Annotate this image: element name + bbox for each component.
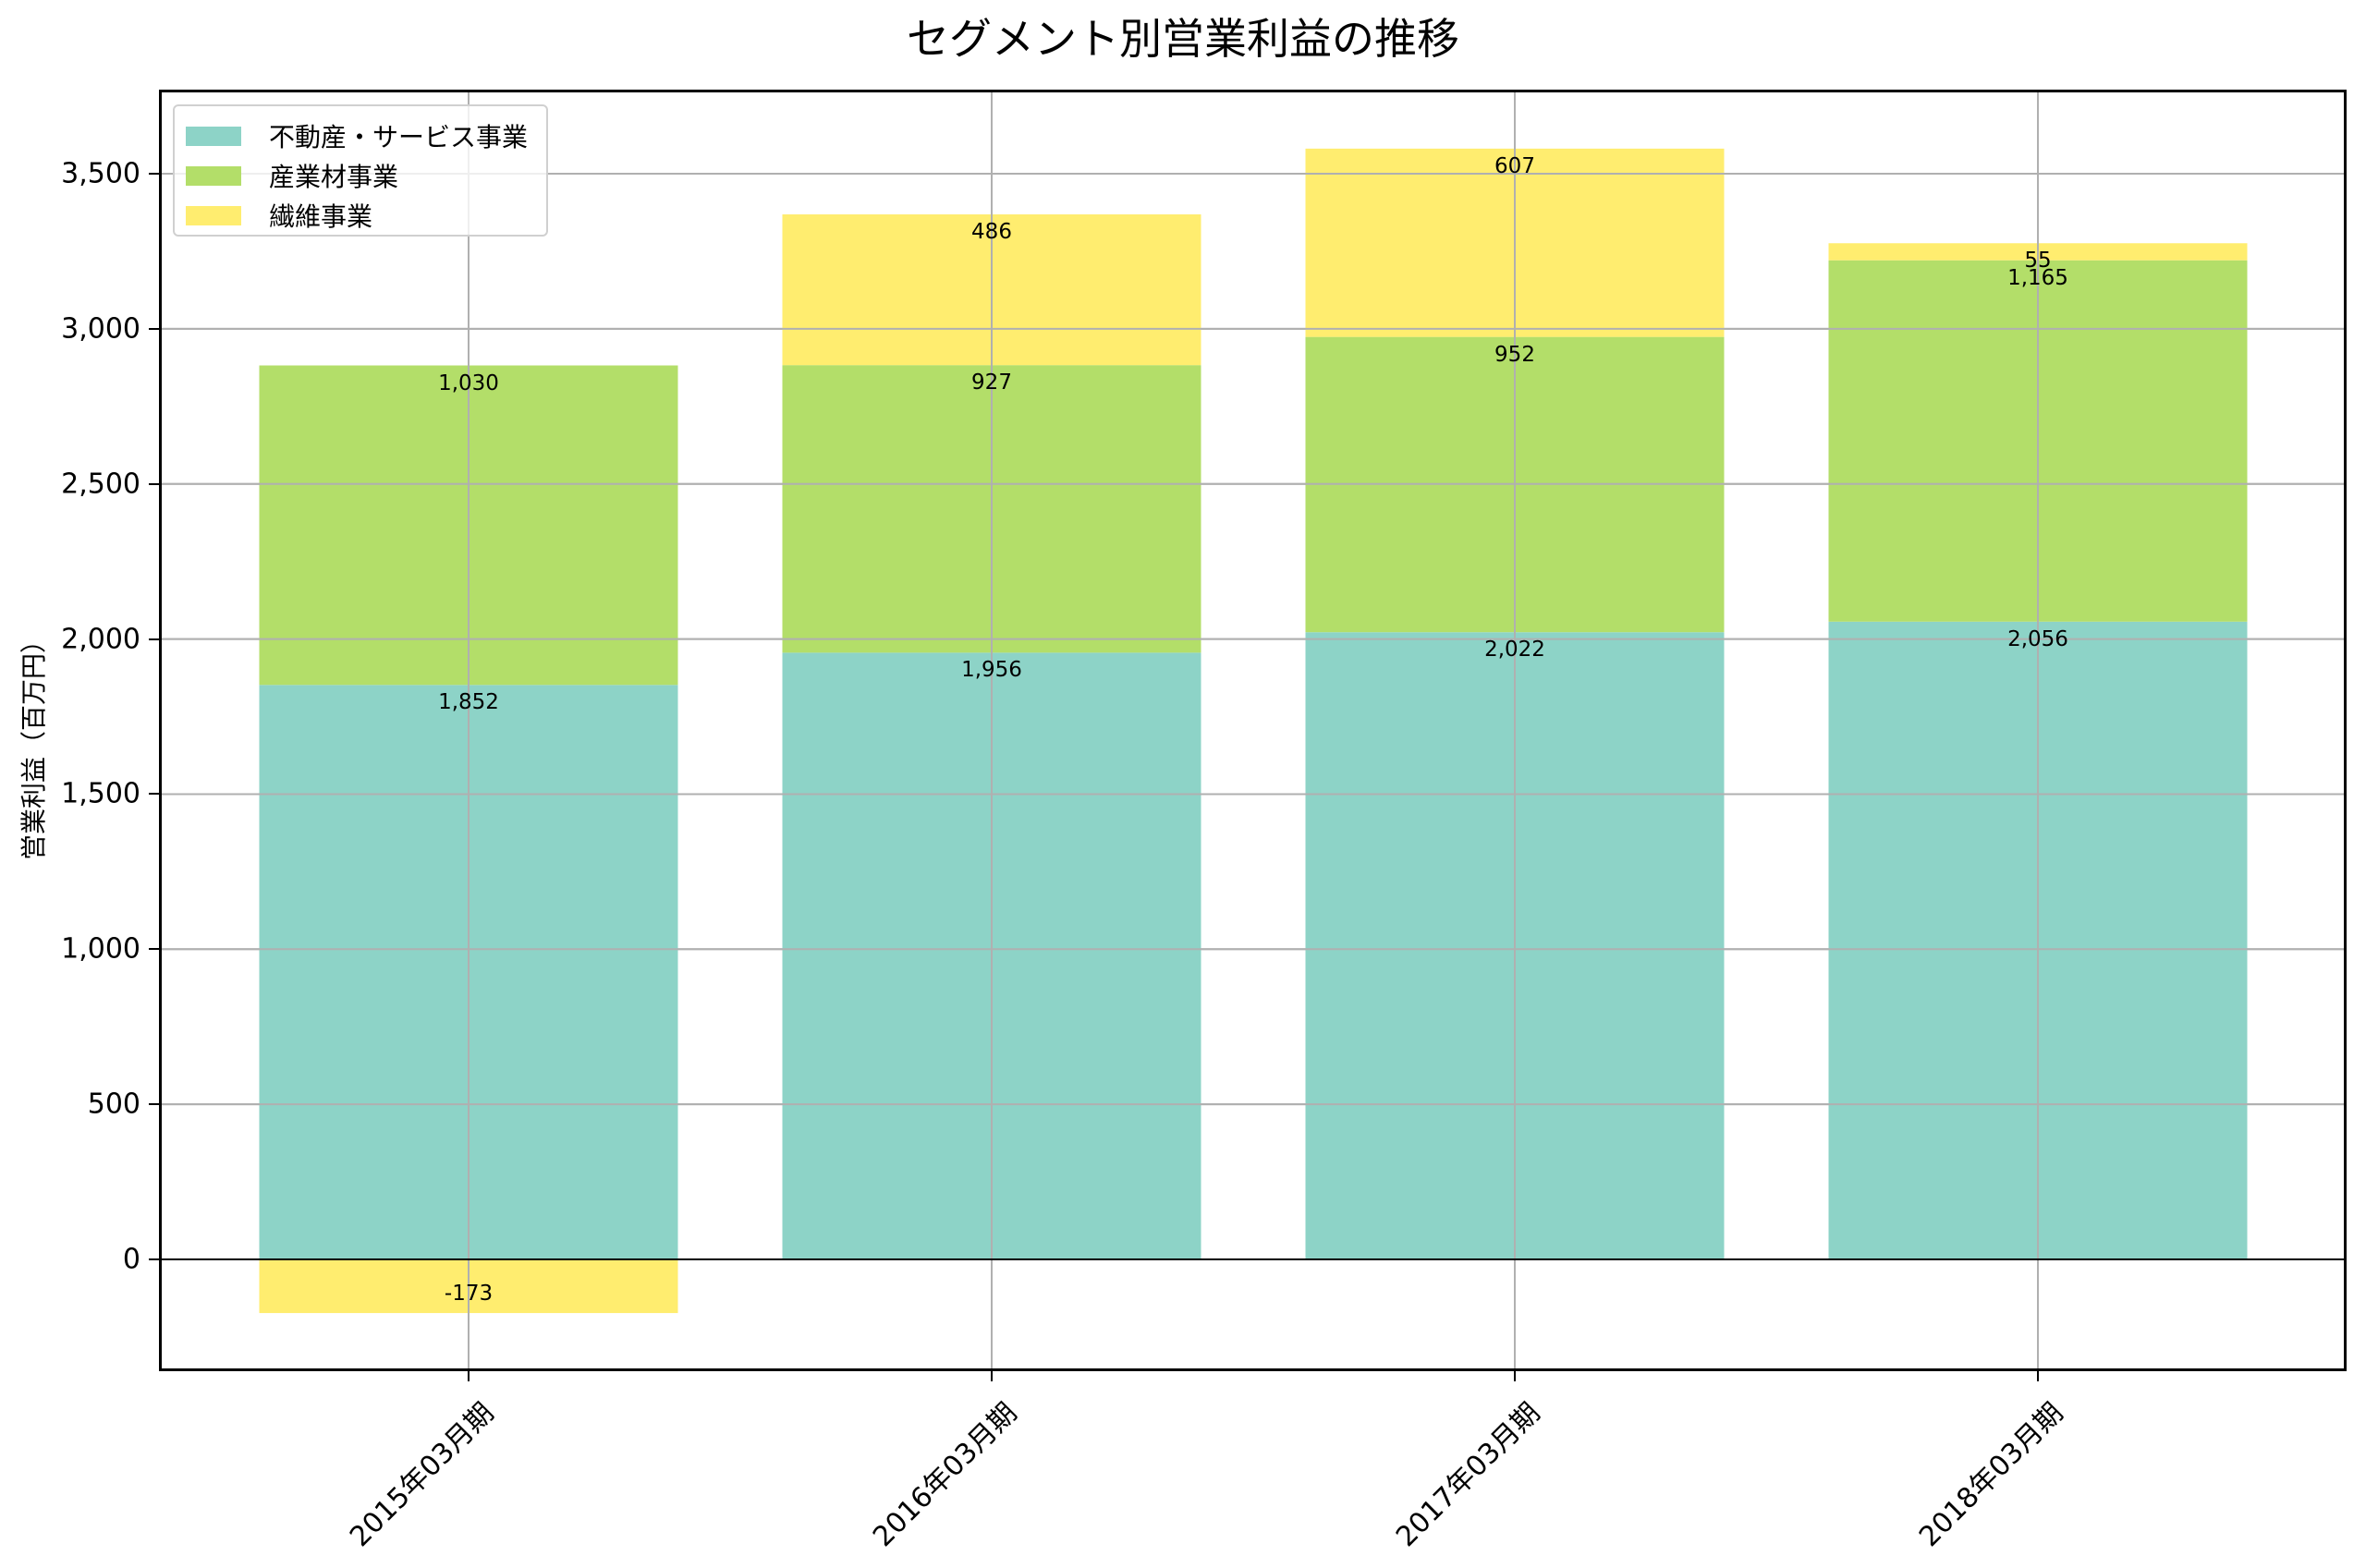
legend: 不動産・サービス事業 産業材事業 繊維事業 [173, 104, 548, 237]
legend-item-industrial-materials: 産業材事業 [186, 157, 398, 194]
y-tick-label: 0 [122, 1243, 140, 1276]
bar-value-label: 607 [1494, 153, 1535, 178]
x-tick-mark [1514, 1371, 1516, 1381]
bar-value-label: 1,852 [438, 690, 499, 715]
legend-label: 産業材事業 [269, 162, 399, 192]
y-tick-label: 3,000 [61, 312, 140, 346]
bar-value-label: -173 [444, 1282, 494, 1306]
bar-value-label: 1,165 [2007, 265, 2068, 290]
y-tick-mark [149, 948, 159, 951]
y-tick-mark [149, 1103, 159, 1106]
y-tick-label: 1,500 [61, 777, 140, 810]
x-tick-label: 2016年03月期 [867, 1396, 1024, 1554]
bar-value-label: 486 [971, 220, 1012, 245]
x-tick-label: 2018年03月期 [1913, 1396, 2070, 1554]
y-axis-label: 営業利益（百万円） [18, 626, 49, 861]
y-tick-label: 500 [87, 1088, 140, 1121]
y-tick-label: 3,500 [61, 157, 140, 190]
x-tick-label: 2017年03月期 [1390, 1396, 1547, 1554]
x-tick-mark [2037, 1371, 2039, 1381]
bar-value-label: 927 [971, 371, 1012, 395]
bar-value-label: 1,030 [438, 371, 499, 395]
y-tick-mark [149, 793, 159, 796]
legend-label: 繊維事業 [269, 201, 373, 232]
bar-value-label: 952 [1494, 342, 1535, 367]
y-tick-mark [149, 327, 159, 330]
y-tick-mark [149, 482, 159, 485]
bar-value-label: 2,056 [2007, 626, 2068, 651]
plot-area [159, 90, 2347, 1371]
x-tick-mark [991, 1371, 993, 1381]
y-tick-label: 1,000 [61, 932, 140, 966]
x-tick-label: 2015年03月期 [344, 1396, 501, 1554]
legend-label: 不動産・サービス事業 [269, 122, 529, 152]
chart-title: セグメント別営業利益の推移 [907, 14, 1459, 64]
y-tick-mark [149, 173, 159, 176]
y-tick-mark [149, 638, 159, 640]
bar-value-label: 2,022 [1484, 638, 1545, 662]
y-tick-label: 2,000 [61, 623, 140, 656]
y-tick-label: 2,500 [61, 468, 140, 501]
bar-value-label: 1,956 [961, 658, 1022, 683]
legend-swatch [186, 165, 241, 186]
legend-swatch [186, 205, 241, 225]
legend-swatch [186, 126, 241, 146]
bars-layer [162, 92, 2344, 1368]
bar-value-label: 55 [2024, 249, 2052, 273]
legend-item-textiles: 繊維事業 [186, 197, 372, 234]
x-tick-mark [468, 1371, 470, 1381]
y-tick-mark [149, 1258, 159, 1260]
legend-item-real-estate: 不動産・サービス事業 [186, 117, 528, 154]
